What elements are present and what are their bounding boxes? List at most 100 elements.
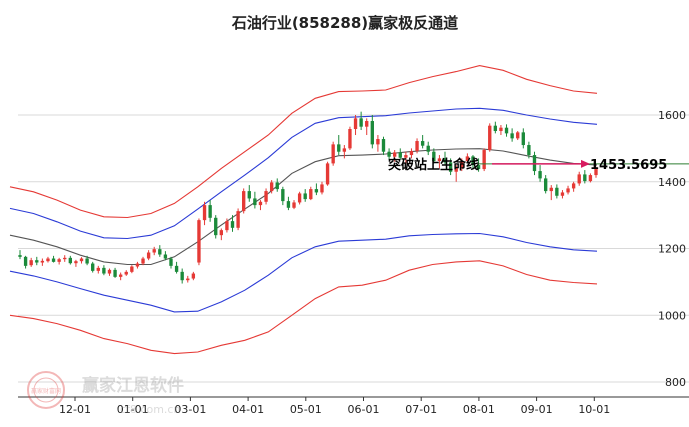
candle-body-10 bbox=[74, 261, 78, 264]
candle-body-55 bbox=[325, 163, 330, 185]
logo-icon bbox=[27, 371, 65, 409]
candle-body-99 bbox=[571, 183, 576, 189]
candle-body-0 bbox=[18, 255, 22, 257]
x-tick-label-01-01: 01-01 bbox=[117, 403, 149, 416]
candle-body-23 bbox=[146, 252, 151, 259]
candle-body-35 bbox=[214, 217, 218, 236]
x-tick-label-10-01: 10-01 bbox=[578, 403, 610, 416]
candle-body-34 bbox=[208, 205, 212, 218]
y-tick-label-800: 800 bbox=[665, 376, 686, 389]
candle-body-74 bbox=[432, 151, 436, 162]
candle-body-53 bbox=[314, 189, 319, 193]
annotation-label: 突破站上生命线 bbox=[388, 157, 479, 173]
candle-body-79 bbox=[460, 161, 464, 168]
series-line-middle bbox=[9, 148, 598, 266]
candle-body-83 bbox=[482, 150, 486, 170]
candle-body-25 bbox=[158, 249, 162, 255]
candle-body-48 bbox=[286, 201, 291, 208]
candle-body-44 bbox=[264, 191, 268, 202]
candle-body-100 bbox=[577, 174, 581, 184]
x-tick-label-08-01: 08-01 bbox=[463, 403, 495, 416]
candle-body-31 bbox=[191, 273, 196, 279]
candle-body-3 bbox=[35, 260, 39, 263]
annotation-arrowhead bbox=[581, 159, 590, 168]
candle-body-73 bbox=[426, 145, 430, 152]
candle-body-81 bbox=[471, 156, 475, 166]
candle-body-68 bbox=[398, 152, 402, 158]
candle-body-43 bbox=[258, 201, 263, 206]
candle-body-69 bbox=[404, 155, 408, 158]
candle-body-15 bbox=[102, 267, 106, 274]
series-line-inner-upper bbox=[9, 107, 598, 240]
candle-body-46 bbox=[275, 182, 279, 190]
candle-body-11 bbox=[79, 258, 84, 262]
candle-body-93 bbox=[538, 171, 542, 179]
candle-body-75 bbox=[437, 158, 442, 162]
x-tick-label-07-01: 07-01 bbox=[405, 403, 437, 416]
candle-body-58 bbox=[342, 148, 347, 152]
series-line-outer-lower bbox=[9, 260, 598, 355]
candle-body-63 bbox=[370, 121, 374, 145]
x-tick-label-03-01: 03-01 bbox=[174, 403, 206, 416]
candle-body-97 bbox=[560, 192, 565, 196]
candle-body-4 bbox=[40, 260, 45, 263]
candle-body-38 bbox=[230, 221, 235, 228]
candle-body-67 bbox=[393, 152, 397, 157]
candle-body-2 bbox=[29, 260, 33, 266]
candle-body-42 bbox=[253, 198, 257, 206]
candle-body-57 bbox=[337, 144, 341, 152]
candle-body-59 bbox=[348, 129, 352, 149]
watermark-brand: 赢家江恩软件 bbox=[82, 375, 184, 396]
candle-body-28 bbox=[174, 265, 179, 272]
series-line-inner-lower bbox=[9, 232, 598, 313]
candle-body-103 bbox=[594, 169, 598, 176]
channel-lines bbox=[9, 65, 598, 355]
candle-body-90 bbox=[521, 132, 525, 146]
candle-body-85 bbox=[493, 125, 498, 132]
candle-body-33 bbox=[202, 205, 207, 221]
candle-body-101 bbox=[583, 174, 587, 182]
candle-body-20 bbox=[130, 266, 134, 272]
x-tick-label-04-01: 04-01 bbox=[232, 403, 264, 416]
candle-body-24 bbox=[152, 249, 156, 253]
candle-body-76 bbox=[443, 158, 447, 163]
candle-body-1 bbox=[23, 256, 28, 266]
candle-body-18 bbox=[118, 274, 123, 277]
candle-body-6 bbox=[51, 258, 56, 262]
candle-body-89 bbox=[516, 132, 520, 139]
candle-body-84 bbox=[488, 125, 492, 151]
x-tick-label-12-01: 12-01 bbox=[59, 403, 91, 416]
candle-body-50 bbox=[297, 193, 302, 203]
candle-body-26 bbox=[163, 254, 168, 259]
candle-body-21 bbox=[135, 263, 140, 267]
candle-body-36 bbox=[219, 230, 223, 236]
candle-body-78 bbox=[454, 167, 458, 172]
candle-body-88 bbox=[510, 133, 514, 139]
candle-body-65 bbox=[381, 139, 386, 152]
candle-body-49 bbox=[292, 202, 296, 208]
candle-body-86 bbox=[499, 127, 503, 132]
candle-body-7 bbox=[57, 259, 61, 262]
gridlines bbox=[18, 114, 689, 383]
x-tick-label-06-01: 06-01 bbox=[348, 403, 380, 416]
y-tick-label-1400: 1400 bbox=[658, 176, 686, 189]
x-tick-label-09-01: 09-01 bbox=[521, 403, 553, 416]
candle-body-30 bbox=[186, 278, 190, 281]
candle-body-87 bbox=[504, 127, 509, 134]
candle-body-60 bbox=[353, 118, 358, 130]
y-tick-label-1600: 1600 bbox=[658, 109, 686, 122]
x-axis: 12-01 01-01 03-01 04-01 05-01 06-01 07-01 08-01… bbox=[18, 396, 689, 416]
candle-body-52 bbox=[309, 189, 313, 200]
candle-body-98 bbox=[566, 188, 570, 193]
candle-body-54 bbox=[320, 184, 324, 193]
candle-body-40 bbox=[242, 191, 246, 212]
candle-body-91 bbox=[527, 145, 531, 156]
candle-body-72 bbox=[420, 141, 425, 146]
series-line-outer-upper bbox=[9, 65, 598, 219]
candles bbox=[18, 111, 598, 284]
candle-body-32 bbox=[197, 220, 201, 263]
candle-body-41 bbox=[247, 191, 251, 199]
candle-body-45 bbox=[269, 182, 274, 192]
candle-body-102 bbox=[588, 175, 593, 182]
